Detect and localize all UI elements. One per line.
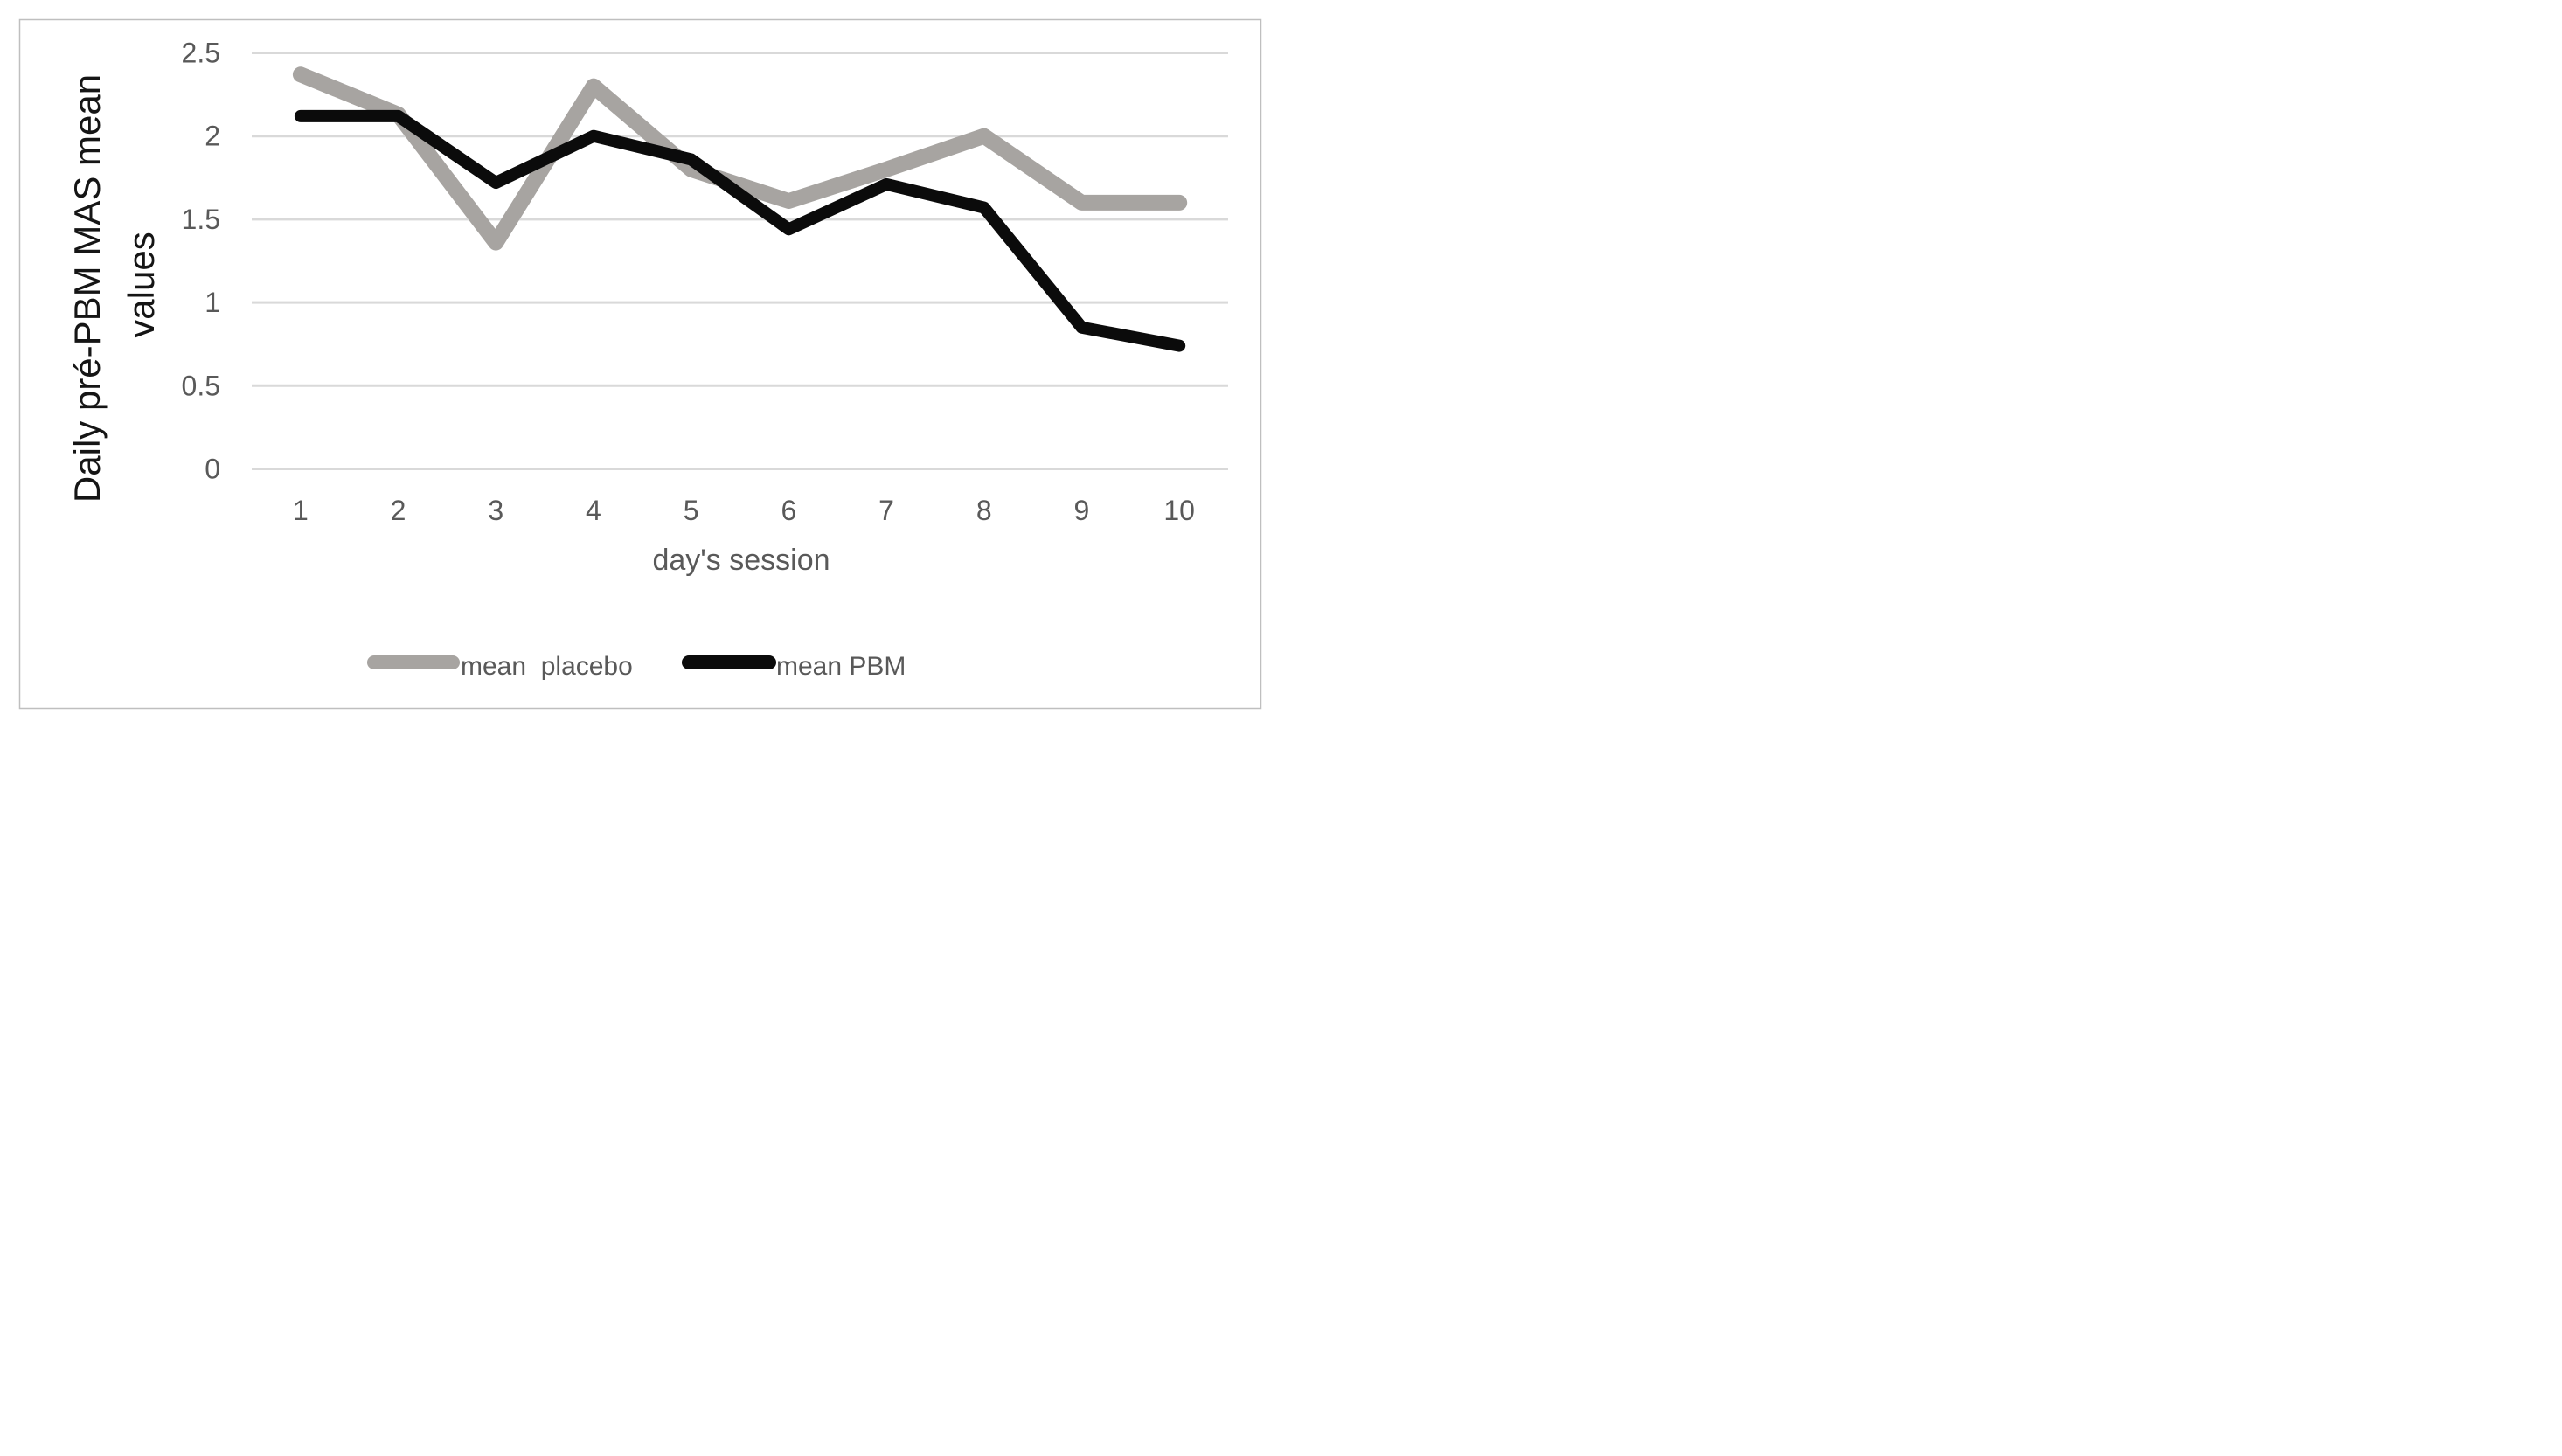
x-tick-label-8: 8 <box>976 495 992 526</box>
pbm-line <box>294 109 1186 352</box>
mas-line-chart: 0 0.5 1 1.5 2 2.5 1 2 3 4 5 6 7 8 9 10 Daily pré-PBM M… <box>18 18 1262 710</box>
y-tick-label-2.5: 2.5 <box>182 38 220 69</box>
y-tick-label-0.5: 0.5 <box>182 370 220 401</box>
chart-figure: 0 0.5 1 1.5 2 2.5 1 2 3 4 5 6 7 8 9 10 Daily pré-PBM M… <box>0 0 1281 728</box>
x-tick-label-2: 2 <box>391 495 406 526</box>
placebo-legend-label: mean placebo <box>461 652 633 681</box>
x-axis-title: day's session <box>652 544 830 577</box>
series-lines <box>292 66 1188 352</box>
x-tick-label-6: 6 <box>781 495 796 526</box>
placebo-line <box>292 66 1188 251</box>
y-tick-label-0: 0 <box>205 454 220 485</box>
y-tick-label-1.5: 1.5 <box>182 204 220 235</box>
x-axis-tick-labels: 1 2 3 4 5 6 7 8 9 10 <box>293 495 1195 526</box>
x-tick-label-7: 7 <box>878 495 894 526</box>
pbm-legend-label: mean PBM <box>776 652 906 681</box>
x-tick-label-9: 9 <box>1074 495 1090 526</box>
x-tick-label-10: 10 <box>1163 495 1195 526</box>
y-tick-label-1: 1 <box>205 287 220 318</box>
y-axis-tick-labels: 0 0.5 1 1.5 2 2.5 <box>182 38 220 485</box>
x-tick-label-3: 3 <box>488 495 503 526</box>
x-tick-label-1: 1 <box>293 495 309 526</box>
x-tick-label-5: 5 <box>684 495 699 526</box>
legend: mean placebo mean PBM <box>367 652 906 681</box>
y-axis-title-line1: Daily pré-PBM MAS mean <box>66 74 108 503</box>
y-axis-title-line2: values <box>121 232 162 337</box>
y-tick-label-2: 2 <box>205 121 220 152</box>
x-tick-label-4: 4 <box>586 495 601 526</box>
